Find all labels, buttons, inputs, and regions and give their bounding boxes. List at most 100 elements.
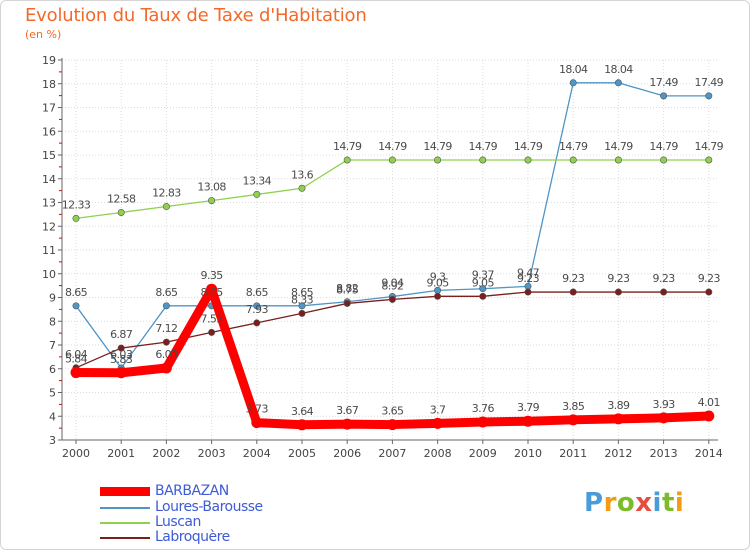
- legend-item-luscan: Luscan: [100, 514, 360, 531]
- data-point: [569, 288, 577, 296]
- data-label: 14.79: [649, 140, 678, 153]
- data-label: 14.79: [333, 140, 362, 153]
- data-label: 14.79: [604, 140, 633, 153]
- data-point: [298, 302, 306, 310]
- data-label: 13.34: [243, 174, 272, 187]
- logo-letter: x: [635, 488, 653, 518]
- data-label: 7.93: [246, 303, 269, 316]
- data-point: [72, 214, 80, 222]
- data-label: 9.04: [381, 277, 404, 290]
- data-label: 8.65: [155, 286, 178, 299]
- data-label: 17.49: [695, 76, 724, 89]
- data-label: 6.87: [110, 328, 133, 341]
- x-tick-label: 2000: [62, 447, 90, 460]
- data-point: [705, 156, 713, 164]
- y-tick-label: 10: [42, 268, 56, 281]
- data-point: [343, 299, 351, 307]
- proxiti-logo: Proxiti: [584, 488, 684, 518]
- y-tick-label: 17: [42, 102, 56, 115]
- data-label: 6.04: [65, 348, 88, 361]
- x-tick-label: 2014: [695, 447, 723, 460]
- y-tick-label: 13: [42, 197, 56, 210]
- data-point: [162, 203, 170, 211]
- legend-swatch-barbazan: [100, 487, 150, 496]
- legend-item-labroquere: Labroquère: [100, 529, 360, 546]
- legend-label-barbazan: BARBAZAN: [155, 483, 229, 499]
- data-label: 3.64: [291, 405, 314, 418]
- data-label: 8.75: [336, 283, 359, 296]
- y-tick-label: 16: [42, 125, 56, 138]
- x-tick-label: 2009: [469, 447, 497, 460]
- data-label: 9.37: [472, 269, 495, 282]
- data-point: [434, 156, 442, 164]
- data-point: [524, 288, 532, 296]
- y-tick-label: 15: [42, 149, 56, 162]
- data-label: 3.73: [246, 403, 269, 416]
- logo-letter: P: [584, 488, 604, 518]
- x-tick-label: 2001: [107, 447, 135, 460]
- data-label: 8.92: [381, 279, 403, 292]
- data-label: 13.6: [291, 168, 314, 181]
- data-point: [70, 367, 82, 379]
- x-tick-label: 2004: [243, 447, 271, 460]
- data-point: [117, 208, 125, 216]
- data-label: 6.03: [155, 348, 178, 361]
- data-label: 7.12: [155, 322, 177, 335]
- data-point: [524, 156, 532, 164]
- y-tick-label: 7: [49, 339, 56, 352]
- data-point: [614, 288, 622, 296]
- data-label: 17.49: [649, 76, 678, 89]
- data-label: 9.23: [517, 272, 540, 285]
- data-label: 9.23: [653, 272, 676, 285]
- data-point: [208, 328, 216, 336]
- data-label: 9.23: [562, 272, 585, 285]
- x-tick-label: 2010: [514, 447, 542, 460]
- data-point: [479, 285, 487, 293]
- data-point: [614, 79, 622, 87]
- data-label: 5.83: [110, 353, 133, 366]
- data-point: [208, 197, 216, 205]
- data-label: 12.83: [152, 187, 181, 200]
- data-point: [251, 417, 263, 429]
- data-label: 14.79: [378, 140, 407, 153]
- chart-unit-label: (en %): [25, 28, 62, 41]
- y-tick-label: 12: [42, 220, 56, 233]
- data-point: [479, 292, 487, 300]
- legend-swatch-loures-barousse: [100, 507, 150, 509]
- data-label: 3.67: [336, 404, 359, 417]
- data-point: [117, 344, 125, 352]
- data-point: [341, 418, 353, 430]
- data-label: 18.04: [604, 63, 633, 76]
- data-point: [703, 410, 715, 422]
- data-point: [253, 302, 261, 310]
- data-label: 3.79: [517, 401, 540, 414]
- data-label: 9.3: [430, 270, 446, 283]
- data-label: 9.47: [517, 266, 540, 279]
- data-label: 9.05: [472, 276, 495, 289]
- data-label: 18.04: [559, 63, 588, 76]
- data-label: 3.65: [381, 405, 404, 418]
- data-label: 14.79: [514, 140, 543, 153]
- data-point: [343, 156, 351, 164]
- x-tick-label: 2011: [559, 447, 587, 460]
- data-label: 8.65: [291, 286, 314, 299]
- data-label: 8.33: [291, 293, 314, 306]
- plot-area: [62, 60, 718, 440]
- x-tick-label: 2008: [424, 447, 452, 460]
- legend-label-labroquere: Labroquère: [155, 529, 230, 545]
- data-label: 13.08: [197, 181, 226, 194]
- data-point: [660, 92, 668, 100]
- data-label: 5.84: [65, 353, 88, 366]
- data-label: 8.65: [246, 286, 269, 299]
- data-point: [253, 190, 261, 198]
- data-point: [614, 156, 622, 164]
- data-point: [298, 184, 306, 192]
- y-tick-label: 5: [49, 387, 56, 400]
- data-label: 3.93: [653, 398, 676, 411]
- legend-swatch-luscan: [100, 522, 150, 524]
- y-tick-label: 14: [42, 173, 56, 186]
- data-point: [660, 288, 668, 296]
- logo-letter: r: [603, 488, 617, 518]
- data-point: [72, 302, 80, 310]
